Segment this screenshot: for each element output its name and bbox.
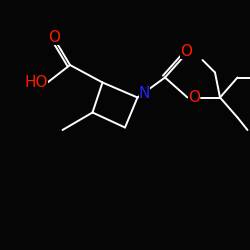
Text: HO: HO <box>24 75 48 90</box>
Text: N: N <box>139 86 150 101</box>
Text: O: O <box>188 90 200 105</box>
Text: O: O <box>48 30 60 45</box>
Text: O: O <box>180 44 192 59</box>
